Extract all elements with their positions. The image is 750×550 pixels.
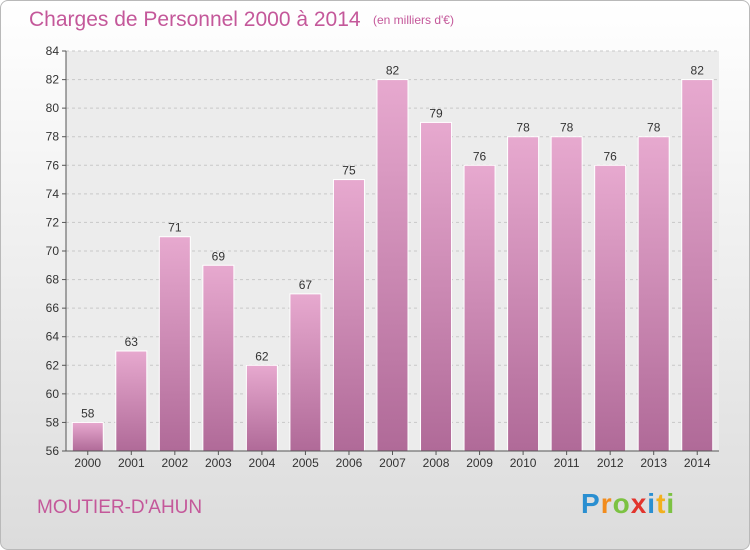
y-tick-label: 68 — [46, 273, 60, 287]
value-label-2013: 78 — [647, 121, 661, 135]
y-tick-label: 58 — [46, 415, 60, 429]
y-tick-label: 60 — [46, 387, 60, 401]
bar-2001 — [115, 350, 148, 452]
value-label-2014: 82 — [691, 64, 705, 78]
bar-2006 — [332, 179, 365, 452]
y-tick-label: 56 — [46, 444, 60, 458]
x-tick-label-2010: 2010 — [510, 456, 537, 470]
bar-2014 — [681, 79, 714, 452]
y-tick-label: 76 — [46, 158, 60, 172]
value-label-2002: 71 — [168, 221, 182, 235]
value-label-2012: 76 — [603, 149, 617, 163]
value-label-2008: 79 — [429, 106, 443, 120]
x-tick-label-2008: 2008 — [423, 456, 450, 470]
x-tick-label-2013: 2013 — [640, 456, 667, 470]
y-tick-label: 74 — [46, 187, 60, 201]
y-tick-label: 78 — [46, 130, 60, 144]
chart-subtitle: (en milliers d'€) — [373, 13, 454, 27]
y-tick-label: 80 — [46, 101, 60, 115]
value-label-2011: 78 — [560, 121, 574, 135]
bar-2004 — [245, 364, 278, 452]
x-tick-label-2005: 2005 — [292, 456, 319, 470]
value-label-2001: 63 — [125, 335, 139, 349]
logo-letter: i — [647, 488, 657, 519]
x-tick-label-2006: 2006 — [336, 456, 363, 470]
value-label-2007: 82 — [386, 64, 400, 78]
y-tick-label: 84 — [46, 44, 60, 58]
logo-letter: P — [581, 488, 601, 519]
y-tick-label: 70 — [46, 244, 60, 258]
bar-2013 — [637, 136, 670, 452]
y-tick-label: 82 — [46, 73, 60, 87]
axes — [62, 50, 719, 455]
x-tick-label-2007: 2007 — [379, 456, 406, 470]
bar-2000 — [71, 421, 104, 452]
y-tick-label: 64 — [46, 330, 60, 344]
x-tick-label-2001: 2001 — [118, 456, 145, 470]
x-tick-label-2003: 2003 — [205, 456, 232, 470]
logo-letter: t — [656, 488, 667, 519]
bar-2008 — [420, 121, 453, 452]
value-label-2000: 58 — [81, 406, 95, 420]
chart-title: Charges de Personnel 2000 à 2014 — [29, 8, 361, 31]
x-tick-label-2014: 2014 — [684, 456, 711, 470]
x-tick-label-2000: 2000 — [74, 456, 101, 470]
logo-letter: r — [600, 488, 613, 519]
value-label-2005: 67 — [299, 278, 313, 292]
value-label-2009: 76 — [473, 149, 487, 163]
y-tick-label: 72 — [46, 215, 60, 229]
value-label-2010: 78 — [516, 121, 530, 135]
x-tick-label-2004: 2004 — [249, 456, 276, 470]
value-label-2006: 75 — [342, 164, 356, 178]
town-name: MOUTIER-D'AHUN — [37, 497, 203, 518]
logo-letter: i — [666, 488, 676, 519]
value-label-2004: 62 — [255, 349, 269, 363]
proxiti-logo: Proxiti — [581, 488, 675, 520]
bar-2002 — [158, 236, 191, 452]
bar-2007 — [376, 79, 409, 452]
x-tick-label-2011: 2011 — [554, 456, 580, 470]
value-label-2003: 69 — [212, 249, 226, 263]
y-tick-label: 62 — [46, 358, 60, 372]
bar-2009 — [463, 164, 496, 452]
logo-letter: o — [612, 488, 631, 519]
bar-2003 — [202, 264, 235, 452]
x-tick-label-2002: 2002 — [161, 456, 188, 470]
x-tick-label-2012: 2012 — [597, 456, 624, 470]
bar-2010 — [507, 136, 540, 452]
bar-2011 — [550, 136, 583, 452]
x-tick-label-2009: 2009 — [466, 456, 493, 470]
bar-2012 — [594, 164, 627, 452]
bars — [71, 79, 714, 452]
bar-2005 — [289, 293, 322, 452]
y-tick-label: 66 — [46, 301, 60, 315]
labels: 56 58 60 62 64 66 68 70 72 74 76 78 80 82 84 58 2000 63 20… — [46, 44, 711, 470]
logo-letter: x — [630, 488, 648, 519]
